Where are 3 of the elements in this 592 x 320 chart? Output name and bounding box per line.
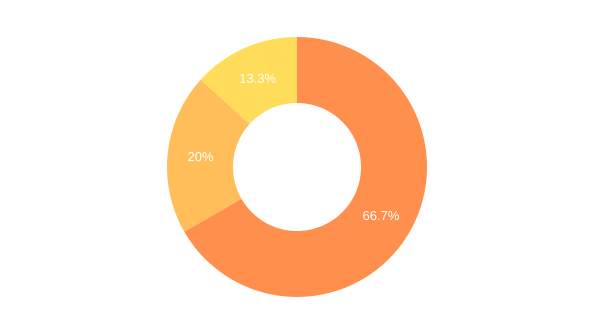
data-label: 13.3% — [240, 74, 276, 83]
data-label: 20% — [188, 152, 214, 162]
data-label: 66.7% — [363, 210, 399, 220]
